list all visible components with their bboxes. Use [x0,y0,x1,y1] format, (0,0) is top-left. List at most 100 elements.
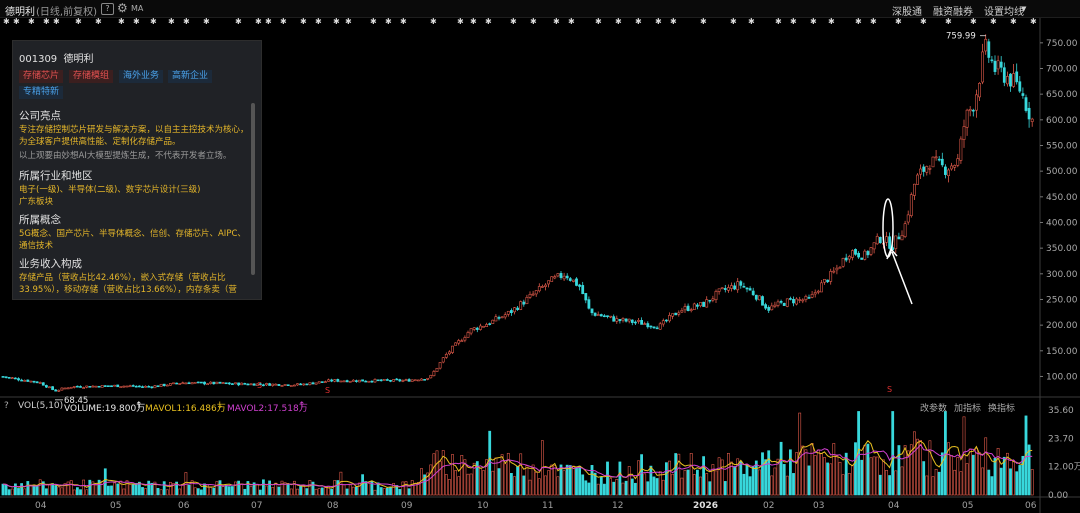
menu-margin-trading[interactable]: 融资融券 [933,7,973,18]
candle [745,287,749,290]
event-star-icon[interactable]: ✱ [595,17,602,26]
event-star-icon[interactable]: ✱ [3,17,10,26]
edit-params-button[interactable]: 改参数 [920,404,948,414]
tag-specialized[interactable]: 专精特新 [19,86,64,99]
volume-bar [147,480,151,496]
event-star-icon[interactable]: ✱ [265,17,272,26]
menu-shengutong[interactable]: 深股通 [892,7,922,18]
volume-help-icon[interactable]: ? [4,401,9,411]
event-star-icon[interactable]: ✱ [970,17,977,26]
event-star-icon[interactable]: ✱ [168,17,175,26]
ma-label[interactable]: MA [131,4,144,13]
event-star-icon[interactable]: ✱ [385,17,392,26]
event-star-icon[interactable]: ✱ [235,17,242,26]
event-star-icon[interactable]: ✱ [13,17,20,26]
candle [212,381,216,385]
event-star-icon[interactable]: ✱ [470,17,477,26]
event-star-icon[interactable]: ✱ [553,17,560,26]
event-star-icon[interactable]: ✱ [53,17,60,26]
event-star-icon[interactable]: ✱ [370,17,377,26]
event-star-icon[interactable]: ✱ [1010,17,1017,26]
volume-bar [931,476,935,496]
event-star-icon[interactable]: ✱ [1030,17,1037,26]
event-star-icon[interactable]: ✱ [855,17,862,26]
event-star-icon[interactable]: ✱ [345,17,352,26]
event-star-icon[interactable]: ✱ [43,17,50,26]
chart-mode-label[interactable]: (日线,前复权) [36,7,97,18]
event-star-icon[interactable]: ✱ [300,17,307,26]
event-star-icon[interactable]: ✱ [400,17,407,26]
candle [376,379,380,382]
help-icon[interactable]: ? [101,3,114,15]
volume-bar [460,455,464,496]
volume-bar [730,461,733,496]
event-star-icon[interactable]: ✱ [75,17,82,26]
tag-hitech[interactable]: 高新企业 [168,70,213,83]
event-star-icon[interactable]: ✱ [203,17,210,26]
event-star-icon[interactable]: ✱ [183,17,190,26]
event-star-icon[interactable]: ✱ [670,17,677,26]
tag-storage-module[interactable]: 存储模组 [69,70,114,83]
event-star-icon[interactable]: ✱ [95,17,102,26]
menu-ma-settings[interactable]: 设置均线 [984,7,1024,18]
candle [928,167,932,170]
event-star-icon[interactable]: ✱ [700,17,707,26]
event-star-icon[interactable]: ✱ [315,17,322,26]
panel-scrollbar[interactable] [251,103,255,275]
event-star-icon[interactable]: ✱ [568,17,575,26]
volume-bar [878,474,882,496]
event-star-icon[interactable]: ✱ [990,17,997,26]
event-star-icon[interactable]: ✱ [810,17,817,26]
candle [680,310,684,313]
event-star-icon[interactable]: ✱ [790,17,797,26]
candle [26,379,30,382]
switch-indicator-button[interactable]: 换指标 [988,404,1016,414]
candle [35,381,39,384]
vol-indicator[interactable]: VOL(5,10) [18,401,64,411]
event-star-icon[interactable]: ✱ [635,17,642,26]
candle [289,385,293,387]
event-star-icon[interactable]: ✱ [430,17,437,26]
event-star-icon[interactable]: ✱ [255,17,262,26]
add-indicator-button[interactable]: 加指标 [954,404,982,414]
tag-overseas[interactable]: 海外业务 [119,70,164,83]
tag-storage-chip[interactable]: 存储芯片 [19,70,64,83]
volume-bar [885,469,888,496]
candle [1027,107,1031,120]
event-star-icon[interactable]: ✱ [615,17,622,26]
candle [534,290,538,295]
event-star-icon[interactable]: ✱ [118,17,125,26]
event-star-icon[interactable]: ✱ [828,17,835,26]
event-star-icon[interactable]: ✱ [748,17,755,26]
volume-bar [76,487,79,496]
chevron-down-icon[interactable]: ▼ [1021,5,1027,13]
volume-bar [280,480,284,496]
event-star-icon[interactable]: ✱ [945,17,952,26]
event-star-icon[interactable]: ✱ [280,17,287,26]
event-star-icon[interactable]: ✱ [655,17,662,26]
volume-bar [829,463,833,496]
event-star-icon[interactable]: ✱ [457,17,464,26]
volume-bar [457,476,461,496]
s-marker: S [257,381,262,390]
volume-bar [200,489,203,496]
event-star-icon[interactable]: ✱ [510,17,517,26]
event-star-icon[interactable]: ✱ [28,17,35,26]
candle [134,385,138,388]
price-axis-label: 600.00 [1046,116,1078,126]
candle [832,270,836,273]
event-star-icon[interactable]: ✱ [895,17,902,26]
event-star-icon[interactable]: ✱ [530,17,537,26]
event-star-icon[interactable]: ✱ [920,17,927,26]
event-star-icon[interactable]: ✱ [133,17,140,26]
event-star-icon[interactable]: ✱ [870,17,877,26]
event-star-icon[interactable]: ✱ [485,17,492,26]
event-star-icon[interactable]: ✱ [150,17,157,26]
event-star-icon[interactable]: ✱ [775,17,782,26]
volume-bar [1015,471,1019,496]
gear-icon[interactable]: ⚙ [117,1,128,15]
event-star-icon[interactable]: ✱ [730,17,737,26]
event-star-icon[interactable]: ✱ [333,17,340,26]
candle [243,383,247,385]
